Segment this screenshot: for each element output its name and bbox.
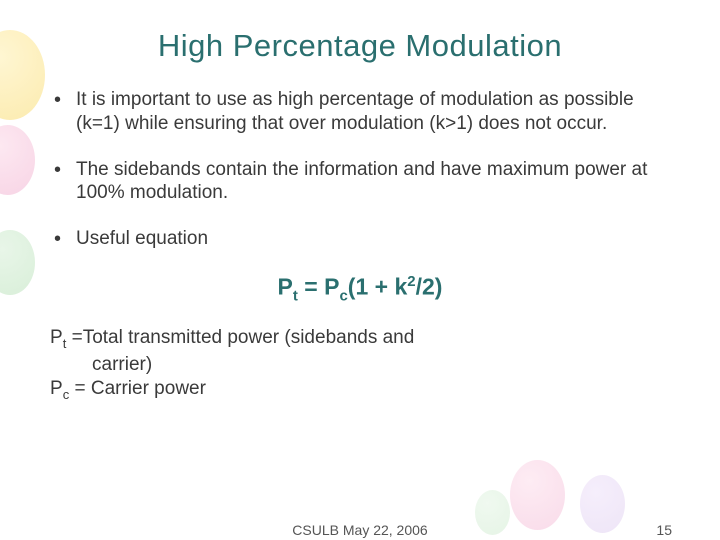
def-line: Pc = Carrier power <box>50 377 672 404</box>
bullet-item: The sidebands contain the information an… <box>48 158 672 206</box>
eq-rhs-sub: c <box>339 287 347 304</box>
def-sym-base: P <box>50 378 63 399</box>
page-number: 15 <box>656 522 672 538</box>
slide-container: High Percentage Modulation It is importa… <box>0 0 720 540</box>
def-eq: = <box>66 327 82 348</box>
eq-close: /2) <box>416 273 443 299</box>
footer-center-text: CSULB May 22, 2006 <box>292 522 427 538</box>
eq-open: (1 + k <box>348 273 407 299</box>
equation: Pt = Pc(1 + k2/2) <box>48 273 672 304</box>
bullet-item: Useful equation <box>48 227 672 251</box>
eq-lhs-base: P <box>278 273 293 299</box>
eq-exp: 2 <box>407 273 415 290</box>
definitions: Pt =Total transmitted power (sidebands a… <box>50 326 672 404</box>
slide-title: High Percentage Modulation <box>48 28 672 64</box>
eq-equals: = <box>298 273 324 299</box>
def-line: Pt =Total transmitted power (sidebands a… <box>50 326 672 353</box>
def-sym-base: P <box>50 327 63 348</box>
bullet-item: It is important to use as high percentag… <box>48 88 672 136</box>
def-text: Carrier power <box>91 378 206 399</box>
eq-rhs-base: P <box>324 273 339 299</box>
def-eq: = <box>69 378 91 399</box>
def-text: Total transmitted power (sidebands and <box>83 327 415 348</box>
bullet-list: It is important to use as high percentag… <box>48 88 672 251</box>
def-line-cont: carrier) <box>50 353 672 378</box>
